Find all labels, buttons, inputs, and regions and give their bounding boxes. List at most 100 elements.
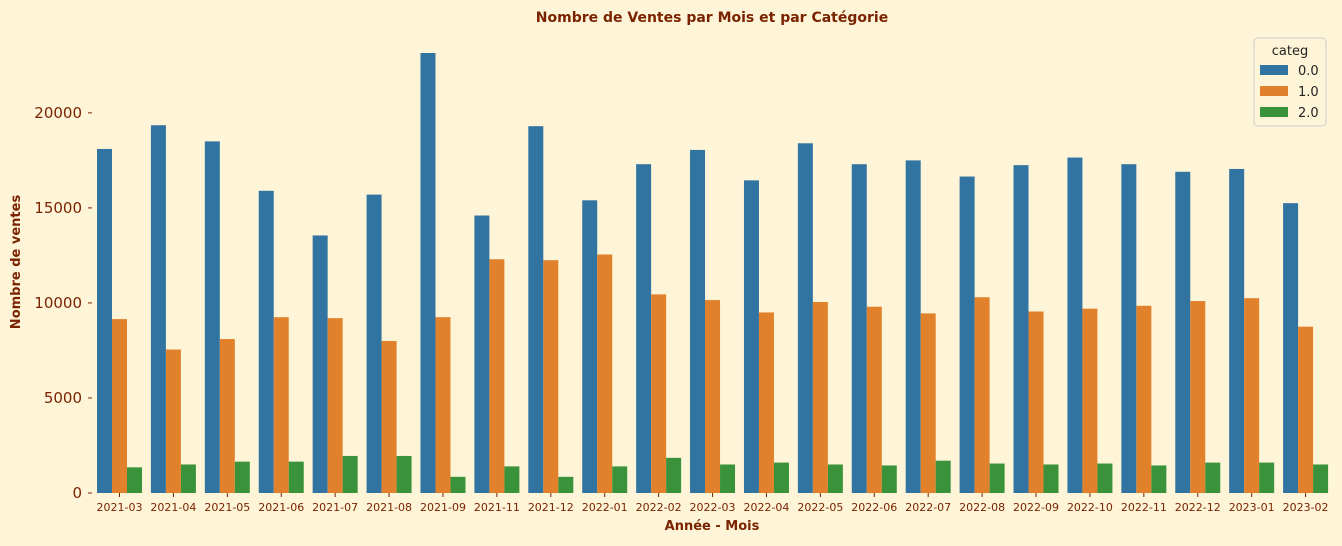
bar-2-0-2021-08 [396,455,412,493]
bar-0-0-2022-05 [797,143,813,493]
bar-2-0-2022-01 [612,466,628,493]
bar-0-0-2021-04 [150,125,166,493]
bar-2-0-2021-12 [558,476,574,493]
bar-1-0-2022-05 [812,301,828,493]
bar-0-0-2023-02 [1283,203,1299,493]
bar-2-0-2021-09 [450,476,466,493]
bar-1-0-2022-04 [758,312,774,493]
bar-0-0-2021-07 [312,235,328,493]
x-tick-label: 2021-12 [528,501,574,514]
bars-group [97,53,1329,494]
legend: categ 0.0 1.0 2.0 [1253,37,1327,127]
legend-swatch-2-0 [1260,107,1288,117]
legend-swatch-1-0 [1260,86,1288,96]
bar-1-0-2023-01 [1244,298,1260,493]
bar-1-0-2022-02 [651,294,667,493]
y-tick-label: 20000 [34,104,82,122]
x-tick-label: 2021-04 [150,501,196,514]
x-tick-label: 2021-11 [474,501,520,514]
x-tick-label: 2022-02 [636,501,682,514]
bar-2-0-2021-05 [234,461,250,493]
legend-frame [1253,37,1327,127]
y-tick-label: 10000 [34,294,82,312]
bar-0-0-2021-03 [97,148,112,494]
bar-0-0-2023-01 [1229,168,1245,493]
bar-1-0-2021-07 [327,318,343,493]
bar-1-0-2021-09 [435,317,451,493]
x-tick-label: 2022-09 [1013,501,1059,514]
legend-items: 0.0 1.0 2.0 [1260,64,1319,121]
x-axis-label: Année - Mois [665,519,760,534]
x-tick-label: 2022-04 [743,501,789,514]
bar-2-0-2021-03 [127,467,142,493]
bar-1-0-2023-02 [1298,326,1314,493]
bar-1-0-2022-03 [705,300,721,493]
bar-2-0-2022-12 [1205,462,1221,493]
x-tick-label: 2022-06 [851,501,897,514]
legend-swatch-0-0 [1260,65,1288,75]
bar-2-0-2022-09 [1043,464,1059,493]
x-tick-label: 2021-05 [204,501,250,514]
bar-1-0-2022-11 [1136,305,1152,493]
x-tick-label: 2022-11 [1121,501,1167,514]
bar-1-0-2022-01 [597,254,613,493]
bar-2-0-2021-06 [288,461,304,493]
x-tick-label: 2022-01 [582,501,628,514]
x-tick-label: 2021-07 [312,501,358,514]
bar-1-0-2021-12 [543,260,559,493]
bar-0-0-2022-06 [851,164,867,493]
bar-0-0-2022-12 [1175,171,1191,494]
bar-1-0-2022-10 [1082,308,1098,493]
y-tick-label: 0 [72,484,82,502]
bar-0-0-2022-02 [636,164,652,493]
bar-0-0-2021-12 [528,126,544,494]
x-tick-label: 2023-02 [1283,501,1329,514]
bar-1-0-2021-11 [489,259,505,493]
bar-1-0-2022-09 [1028,311,1044,493]
bar-1-0-2021-06 [273,317,289,493]
x-tick-label: 2021-08 [366,501,412,514]
x-tick-label: 2022-05 [797,501,843,514]
bar-0-0-2022-04 [743,180,759,493]
bar-2-0-2021-11 [504,466,520,493]
bar-0-0-2021-11 [474,215,490,493]
bar-1-0-2021-04 [165,349,181,493]
x-tick-label: 2021-06 [258,501,304,514]
bar-2-0-2021-07 [342,455,358,493]
chart-title: Nombre de Ventes par Mois et par Catégor… [536,10,888,26]
bar-2-0-2022-04 [773,462,789,493]
bar-1-0-2021-05 [219,339,235,493]
bar-0-0-2022-01 [582,200,598,494]
bar-0-0-2022-09 [1013,165,1029,493]
bar-0-0-2021-06 [258,190,274,494]
x-tick-label: 2021-09 [420,501,466,514]
x-tick-label: 2022-12 [1175,501,1221,514]
x-tick-label: 2022-07 [905,501,951,514]
bar-0-0-2022-08 [959,176,975,494]
bar-1-0-2022-07 [920,313,936,493]
bar-2-0-2022-06 [881,465,897,493]
bar-1-0-2021-08 [381,340,397,493]
legend-title: categ [1272,44,1308,59]
bar-0-0-2021-09 [420,53,436,493]
bar-2-0-2022-10 [1097,463,1113,493]
bar-2-0-2021-04 [180,464,196,493]
y-axis: 0 5000 10000 15000 20000 [34,104,92,502]
x-tick-label: 2021-03 [97,501,143,514]
bar-1-0-2022-12 [1190,301,1206,493]
bar-0-0-2022-11 [1121,164,1137,493]
bar-2-0-2022-03 [720,464,736,493]
y-tick-label: 5000 [44,389,82,407]
y-axis-label: Nombre de ventes [9,195,24,330]
x-tick-label: 2022-10 [1067,501,1113,514]
bar-2-0-2022-11 [1151,465,1167,493]
x-tick-label: 2022-08 [959,501,1005,514]
bar-0-0-2021-08 [366,194,382,493]
legend-label-0-0: 0.0 [1298,64,1319,79]
x-axis: 2021-03 2021-04 2021-05 2021-06 2021-07 2021-… [97,493,1329,514]
bar-2-0-2022-07 [935,460,951,493]
bar-2-0-2022-05 [827,464,843,493]
y-tick-label: 15000 [34,199,82,217]
